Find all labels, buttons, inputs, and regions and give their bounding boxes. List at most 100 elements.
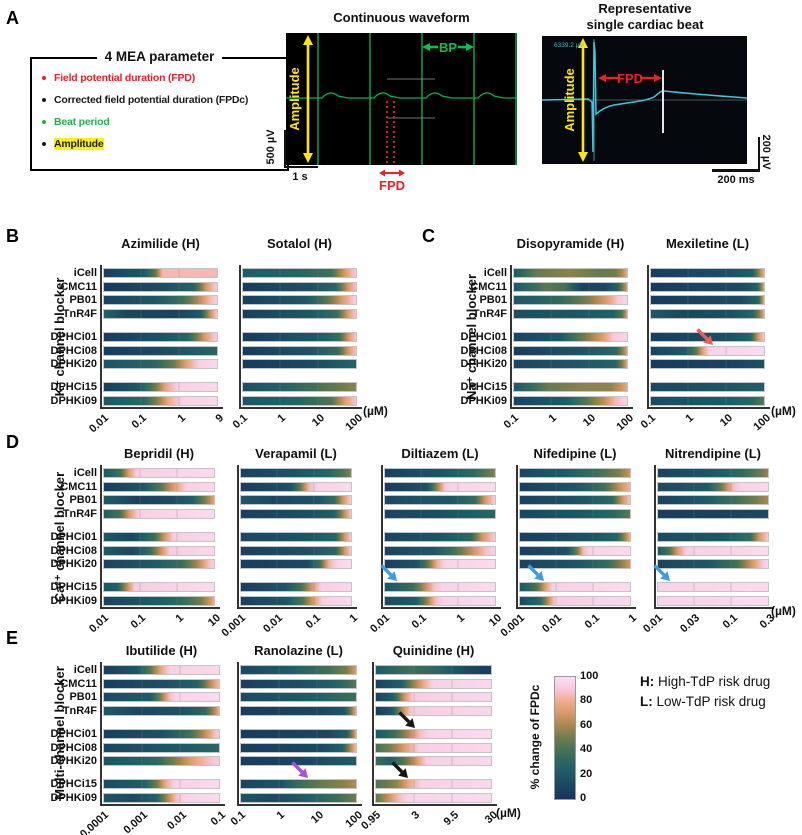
drug-title: Mexiletine (L)	[665, 236, 750, 251]
heatmap-strip	[103, 705, 220, 716]
heatmap-strip	[519, 582, 631, 593]
heatmap-strip	[103, 268, 218, 278]
unit-label: (µM)	[363, 404, 388, 418]
annotation-arrow-icon	[380, 564, 398, 582]
heatmap-strip	[242, 268, 357, 278]
heatmap-strip	[384, 545, 496, 556]
panel-b-letter: B	[6, 226, 19, 246]
unit-label: (µM)	[771, 404, 796, 418]
row-label-cmc11: CMC11	[470, 280, 507, 293]
heatmap-strip	[519, 481, 631, 492]
x-axis-line	[510, 407, 633, 409]
heatmap-strip	[103, 345, 218, 356]
row-label-icell: iCell	[73, 664, 97, 676]
heatmap-strip	[240, 728, 357, 739]
heatmap-strip	[240, 705, 357, 716]
row-label-dphci08: DPHCi08	[460, 344, 507, 357]
row-label-cmc11: CMC11	[60, 280, 97, 293]
annotation-arrow-icon	[696, 327, 714, 345]
heatmap-strip	[384, 595, 496, 606]
row-label-dphci15: DPHCi15	[50, 778, 97, 791]
heatmap-strip	[513, 295, 628, 306]
bullet-icon	[42, 142, 46, 146]
heatmap-strip	[103, 665, 220, 675]
heatmap-strip	[103, 508, 215, 519]
y-axis-line	[654, 465, 656, 607]
heatmap-strip	[240, 545, 352, 556]
heatmap-strip	[240, 779, 357, 790]
x-axis-line	[239, 407, 362, 409]
heatmap-strip	[103, 779, 220, 790]
heatmap-strip	[242, 359, 357, 370]
amplitude-arrow	[303, 35, 313, 163]
heatmap-strip	[513, 345, 628, 356]
bp-label: BP	[439, 40, 457, 55]
continuous-waveform-plot: Amplitude BP	[286, 33, 517, 165]
heatmap-strip	[384, 531, 496, 542]
x-axis-line	[647, 407, 770, 409]
mea-item-amplitude: Amplitude	[42, 138, 104, 150]
row-label-icell: iCell	[73, 467, 97, 479]
heatmap-strip	[384, 481, 496, 492]
mea-item-beat-period: Beat period	[42, 116, 110, 128]
heatmap-strip	[513, 281, 628, 292]
heatmap-strip	[103, 742, 220, 753]
heatmap-strip	[240, 692, 357, 703]
voltage-scalebar	[757, 137, 760, 171]
heatmap-strip	[519, 495, 631, 506]
heatmap-strip	[384, 508, 496, 519]
heatmap-strip	[650, 395, 765, 406]
heatmap-strip	[103, 545, 215, 556]
heatmap-strip	[657, 582, 769, 593]
unit-label: (µM)	[496, 806, 521, 820]
heatmap-strip	[650, 281, 765, 292]
heatmap-strip	[103, 481, 215, 492]
heatmap-strip	[103, 559, 215, 570]
row-label-dphci08: DPHCi08	[50, 741, 97, 754]
y-axis-line	[372, 662, 374, 804]
annotation-arrow-icon	[526, 564, 544, 582]
fpd-bracket	[379, 169, 405, 177]
heatmap-strip	[384, 468, 496, 478]
y-axis-line	[510, 265, 512, 407]
legend-low-risk: L: Low-TdP risk drug	[640, 694, 766, 709]
y-axis-line	[237, 662, 239, 804]
beat-waveform-path	[541, 41, 748, 153]
colorbar-tick-label: 60	[580, 718, 593, 731]
voltage-scale-label: 200 µV	[760, 134, 772, 170]
single-beat-title-line2: single cardiac beat	[586, 17, 704, 32]
amplitude-label: Amplitude	[287, 67, 302, 131]
drug-title: Disopyramide (H)	[516, 236, 625, 251]
row-label-dphci08: DPHCi08	[50, 544, 97, 557]
row-label-dphci15: DPHCi15	[50, 381, 97, 394]
heatmap-strip	[103, 331, 218, 342]
x-axis-line	[100, 607, 220, 609]
time-scale-label: 1 s	[292, 171, 308, 183]
row-label-dphci01: DPHCi01	[460, 330, 507, 343]
heatmap-strip	[519, 468, 631, 478]
row-label-pb01: PB01	[69, 494, 97, 507]
single-beat-title-line1: Representative	[598, 1, 692, 16]
bullet-icon	[42, 76, 46, 80]
row-label-dphci01: DPHCi01	[50, 330, 97, 343]
heatmap-strip	[375, 665, 492, 675]
drug-title: Verapamil (L)	[255, 446, 337, 461]
row-label-dphki09: DPHKi09	[50, 791, 97, 804]
heatmap-strip	[240, 481, 352, 492]
voltage-scalebar	[284, 130, 286, 168]
row-label-tnr4f: TnR4F	[472, 307, 507, 320]
voltage-reading: 6339.2 µV	[554, 42, 584, 49]
mea-item-fpd: Field potential duration (FPD)	[42, 72, 195, 84]
time-scale-label: 200 ms	[717, 174, 755, 186]
row-label-dphki20: DPHKi20	[50, 358, 97, 371]
colorbar-tick-label: 100	[580, 670, 599, 682]
annotation-arrow-icon	[653, 564, 671, 582]
heatmap-strip	[519, 545, 631, 556]
heatmap-strip	[240, 665, 357, 675]
fpd-dotted-cursors	[386, 101, 395, 165]
heatmap-strip	[103, 728, 220, 739]
heatmap-strip	[242, 382, 357, 393]
x-axis-line	[237, 804, 362, 806]
row-label-dphki20: DPHKi20	[50, 755, 97, 768]
heatmap-strip	[103, 531, 215, 542]
